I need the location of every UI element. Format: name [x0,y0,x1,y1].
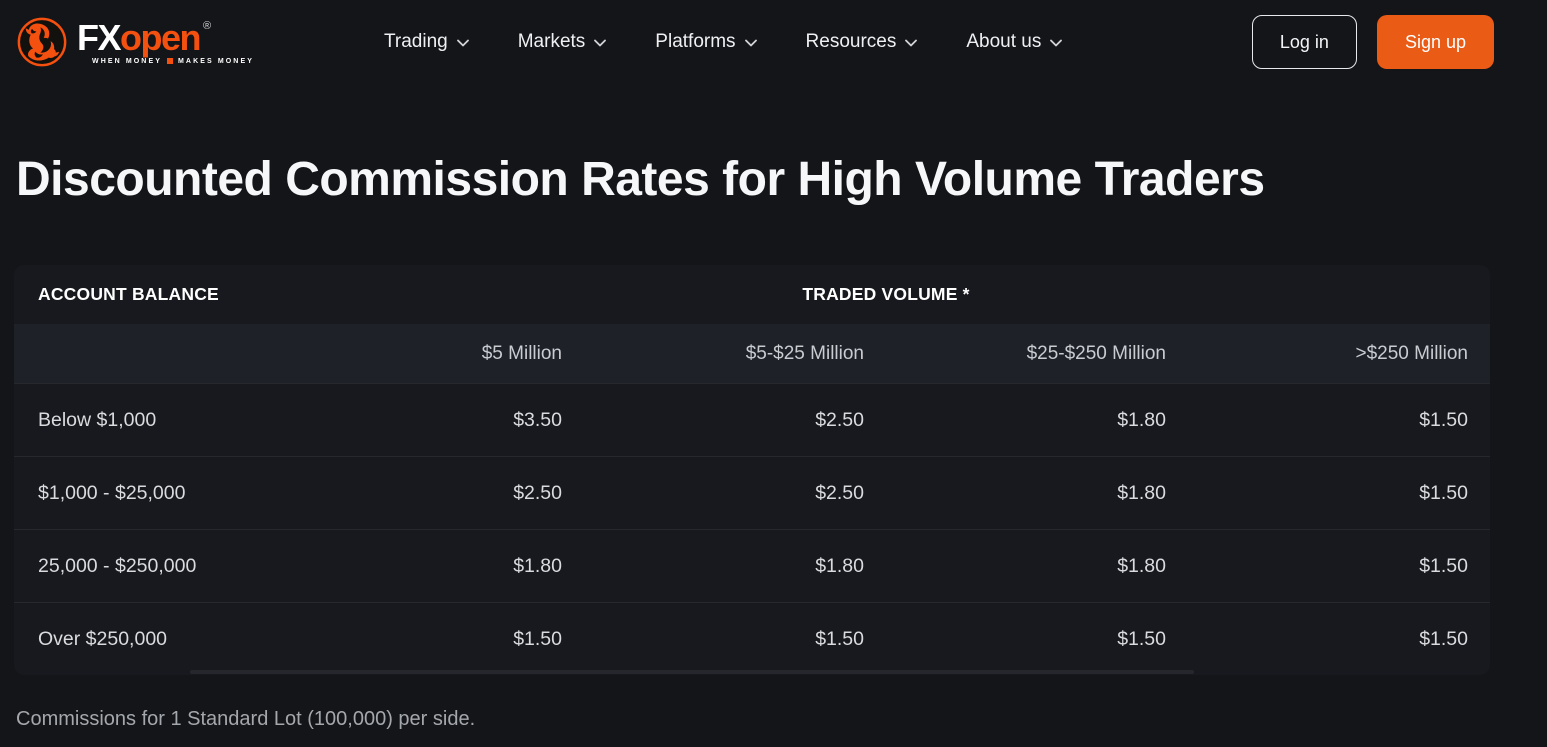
rate-cell: $1.50 [1419,627,1468,650]
rate-cell: $1.50 [1419,481,1468,504]
rate-cell: $1.80 [1117,408,1166,431]
rate-cell: $2.50 [815,408,864,431]
logo-tagline: when money makes money [92,58,254,65]
chevron-down-icon [1050,39,1063,47]
nav-item-platforms[interactable]: Platforms [655,31,757,53]
rate-cell: $1.50 [1419,408,1468,431]
commission-rates-table: ACCOUNT BALANCE TRADED VOLUME * $5 Milli… [14,265,1490,675]
chevron-down-icon [594,39,607,47]
nav-label: About us [966,31,1042,52]
nav-item-resources[interactable]: Resources [806,31,918,53]
volume-header: $25-$250 Million [1026,342,1166,364]
logo-text-open: open [120,16,202,58]
table-row: Over $250,000 $1.50 $1.50 $1.50 $1.50 [14,602,1490,675]
tagline-left: when money [92,57,162,65]
auth-buttons: Log in Sign up [1251,15,1494,69]
table-row: Below $1,000 $3.50 $2.50 $1.80 $1.50 [14,383,1490,456]
fxopen-wordmark: FX open ® when money makes money [77,16,254,65]
rate-cell: $1.80 [513,554,562,577]
table-header-row: ACCOUNT BALANCE TRADED VOLUME * [14,265,1490,324]
chevron-down-icon [744,39,757,47]
column-header-account-balance: ACCOUNT BALANCE [38,284,219,304]
table-subheader-row: $5 Million $5-$25 Million $25-$250 Milli… [14,324,1490,383]
registered-mark: ® [203,19,212,32]
rate-cell: $1.50 [513,627,562,650]
nav-item-markets[interactable]: Markets [518,31,607,53]
fxopen-logo[interactable]: FX open ® when money makes money [16,16,254,68]
balance-cell: Below $1,000 [38,408,157,431]
logo-text-fx: FX [77,16,122,58]
volume-header: >$250 Million [1355,342,1469,364]
volume-header: $5-$25 Million [745,342,864,364]
rate-cell: $3.50 [513,408,562,431]
table-row: 25,000 - $250,000 $1.80 $1.80 $1.80 $1.5… [14,529,1490,602]
table-row: $1,000 - $25,000 $2.50 $2.50 $1.80 $1.50 [14,456,1490,529]
fxopen-emblem-icon [17,17,67,67]
main-navigation: Trading Markets Platforms Resources Abou… [384,31,1063,53]
rate-cell: $1.80 [1117,554,1166,577]
volume-header: $5 Million [481,342,562,364]
chevron-down-icon [456,39,469,47]
balance-cell: $1,000 - $25,000 [38,481,186,504]
commission-footnote: Commissions for 1 Standard Lot (100,000)… [16,708,476,730]
balance-cell: Over $250,000 [38,627,168,650]
nav-label: Trading [384,31,448,52]
rate-cell: $1.50 [1117,627,1166,650]
nav-item-trading[interactable]: Trading [384,31,469,53]
tagline-right: makes money [178,57,254,65]
rate-cell: $2.50 [815,481,864,504]
balance-cell: 25,000 - $250,000 [38,554,197,577]
rate-cell: $1.80 [815,554,864,577]
login-button[interactable]: Log in [1251,15,1357,69]
top-nav-bar: FX open ® when money makes money Trading M… [0,0,1547,84]
column-header-traded-volume: TRADED VOLUME * [802,284,970,304]
rate-cell: $1.80 [1117,481,1166,504]
rate-cell: $1.50 [815,627,864,650]
tagline-separator [167,58,173,64]
nav-label: Resources [805,31,897,52]
nav-label: Platforms [655,31,736,52]
page-title: Discounted Commission Rates for High Vol… [16,153,1265,206]
horizontal-scrollbar-thumb[interactable] [190,670,1194,674]
rate-cell: $1.50 [1419,554,1468,577]
nav-item-about-us[interactable]: About us [966,31,1063,53]
chevron-down-icon [905,39,918,47]
signup-button[interactable]: Sign up [1376,15,1494,69]
nav-label: Markets [517,31,586,52]
rate-cell: $2.50 [513,481,562,504]
